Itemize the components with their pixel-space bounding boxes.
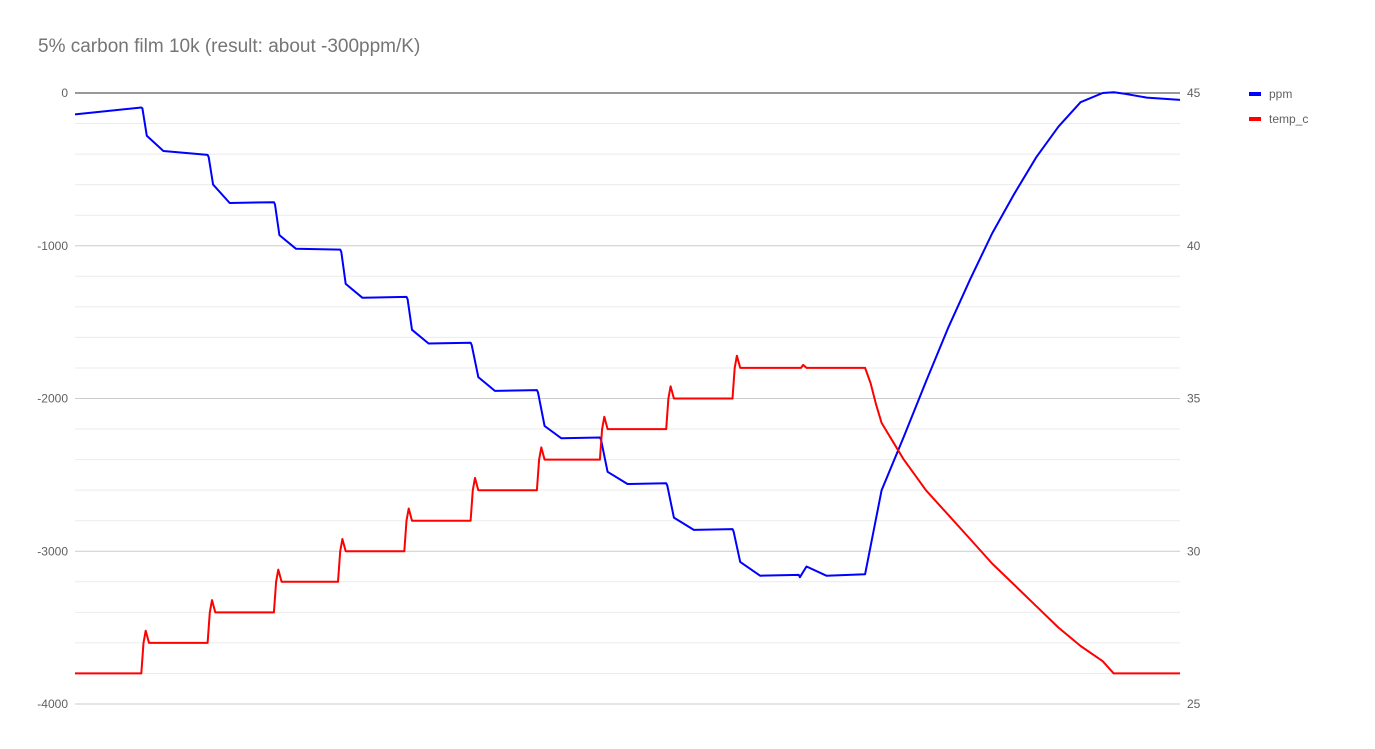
right-tick-label: 40 xyxy=(1187,239,1201,253)
series-line-temp-c xyxy=(75,354,1180,675)
legend-swatch-ppm xyxy=(1249,92,1261,96)
series-lines xyxy=(74,91,1181,675)
series-line-ppm xyxy=(74,91,1181,579)
left-tick-label: -2000 xyxy=(37,392,68,406)
chart-title: 5% carbon film 10k (result: about -300pp… xyxy=(38,36,421,57)
legend-swatch-temp-c xyxy=(1249,117,1261,121)
right-axis-ticks: 45 40 35 30 25 xyxy=(1187,86,1201,711)
gridlines xyxy=(75,92,1180,705)
left-tick-label: -4000 xyxy=(37,697,68,711)
left-tick-label: -3000 xyxy=(37,544,68,558)
right-tick-label: 35 xyxy=(1187,392,1201,406)
left-tick-label: -1000 xyxy=(37,239,68,253)
left-tick-label: 0 xyxy=(61,86,68,100)
legend-label: temp_c xyxy=(1269,112,1308,126)
legend-label: ppm xyxy=(1269,87,1292,101)
right-tick-label: 45 xyxy=(1187,86,1201,100)
right-tick-label: 30 xyxy=(1187,544,1201,558)
legend: ppm temp_c xyxy=(1249,87,1308,126)
left-axis-ticks: 0 -1000 -2000 -3000 -4000 xyxy=(37,86,68,711)
right-tick-label: 25 xyxy=(1187,697,1201,711)
